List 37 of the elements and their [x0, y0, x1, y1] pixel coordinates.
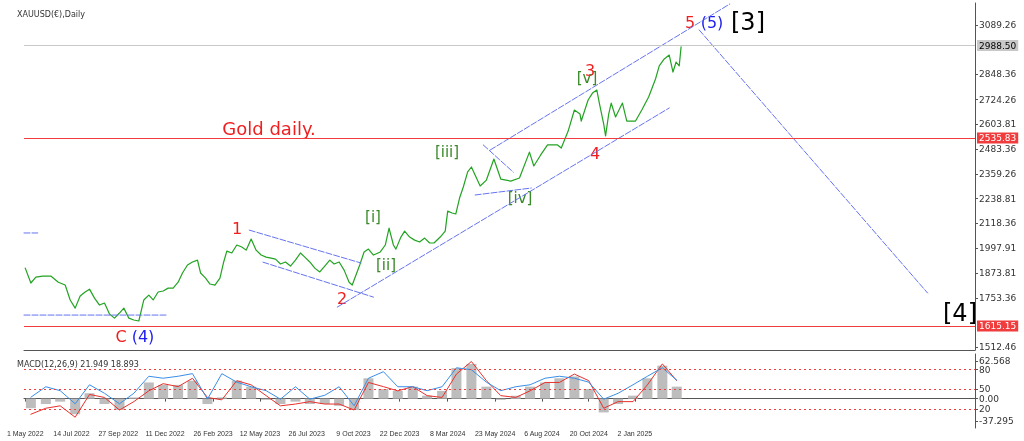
annotation: (4)	[131, 326, 155, 346]
y2-tick-label: 20	[979, 404, 991, 415]
y-tick-label: 3089.26	[979, 20, 1017, 30]
y2-tick-label: 50	[979, 384, 991, 395]
y-tick-label: -37.295	[979, 415, 1014, 426]
y2-tick-label: 80	[979, 364, 991, 375]
text: MACD(12,26,9) 21.949 18.893	[17, 359, 139, 369]
annotation: 5	[684, 12, 696, 32]
annotation: [ii]	[375, 256, 397, 274]
annotation: (5)	[700, 12, 724, 32]
annotation: [iii]	[434, 143, 460, 161]
y-tick-label: 2118.36	[979, 218, 1017, 229]
y-tick-label: 2848.36	[979, 69, 1017, 80]
y-tick-label: 1873.81	[979, 268, 1017, 279]
y-tick-label: 62.568	[979, 356, 1011, 367]
ref-line-label: 2535.83	[979, 133, 1017, 144]
annotation: 2	[336, 288, 348, 308]
annotation: 4	[589, 143, 601, 163]
ref-line-label: 2988.50	[979, 40, 1017, 51]
y-tick-label: 2603.81	[979, 119, 1017, 130]
annotation: [4]	[943, 299, 977, 327]
y-tick-label: 1753.36	[979, 292, 1017, 303]
y-tick-label: 2483.36	[979, 143, 1017, 154]
annotation: [iv]	[507, 189, 533, 207]
y-tick-label: 2238.81	[979, 193, 1017, 204]
y-tick-label: 1997.91	[979, 242, 1017, 253]
annotation: [i]	[365, 208, 381, 226]
annotation: [3]	[731, 8, 765, 36]
ref-line-label: 1615.15	[979, 321, 1017, 332]
y-tick-label: 2359.26	[979, 169, 1017, 180]
annotation: C	[115, 326, 127, 346]
y-tick-label: 0.00	[979, 393, 1000, 404]
y-tick-label: 1512.46	[979, 342, 1017, 353]
text: XAUUSD(€),Daily	[17, 9, 86, 19]
annotation: 1	[231, 218, 243, 238]
annotation: Gold daily.	[222, 117, 316, 139]
y-tick-label: 2724.26	[979, 94, 1017, 105]
